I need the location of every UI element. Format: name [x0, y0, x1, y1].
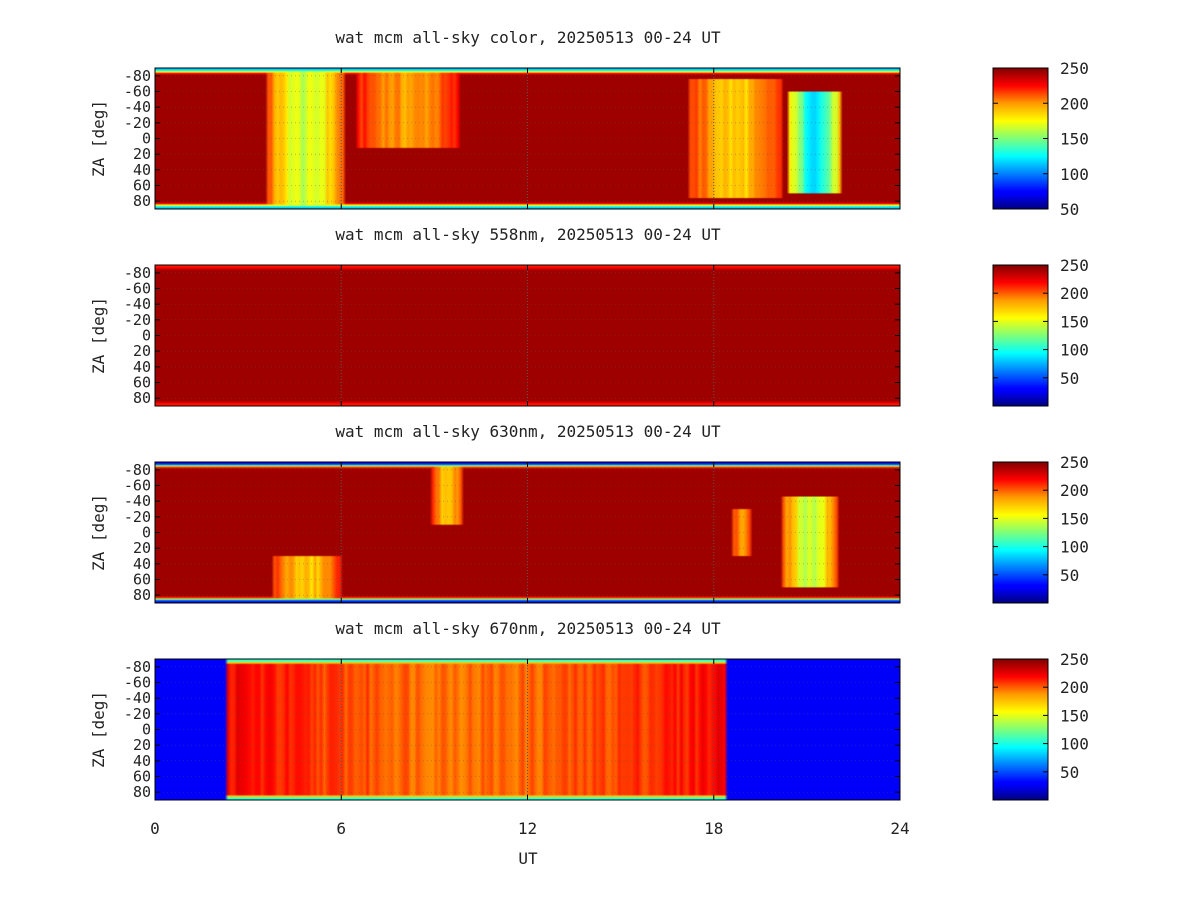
panel-title: wat mcm all-sky 630nm, 20250513 00-24 UT — [335, 422, 721, 441]
y-axis-label: ZA [deg] — [89, 691, 108, 768]
y-tick-label: 0 — [142, 721, 151, 739]
x-tick-label: 6 — [336, 819, 346, 838]
panel-title: wat mcm all-sky 558nm, 20250513 00-24 UT — [335, 225, 721, 244]
y-tick-label: 40 — [133, 555, 151, 573]
y-tick-label: -40 — [124, 295, 151, 313]
colorbar-tick-label: 50 — [1060, 566, 1079, 585]
y-tick-label: -60 — [124, 280, 151, 298]
colorbar — [992, 67, 1049, 210]
y-tick-label: 20 — [133, 145, 151, 163]
y-tick-label: -20 — [124, 311, 151, 329]
x-tick-label: 24 — [890, 819, 909, 838]
y-tick-label: -20 — [124, 508, 151, 526]
panel-title: wat mcm all-sky color, 20250513 00-24 UT — [335, 28, 721, 47]
y-tick-label: 0 — [142, 327, 151, 345]
y-tick-label: 40 — [133, 161, 151, 179]
colorbar-tick-label: 250 — [1060, 59, 1089, 78]
colorbar-tick-label: 200 — [1060, 94, 1089, 113]
y-tick-label: 20 — [133, 539, 151, 557]
colorbar — [992, 658, 1049, 801]
y-axis-label: ZA [deg] — [89, 494, 108, 571]
colorbar-tick-label: 100 — [1060, 165, 1089, 184]
colorbar-tick-label: 200 — [1060, 481, 1089, 500]
panel-1: wat mcm all-sky color, 20250513 00-24 UT… — [89, 28, 1089, 219]
colorbar-tick-label: 200 — [1060, 284, 1089, 303]
panel-4: wat mcm all-sky 670nm, 20250513 00-24 UT… — [89, 619, 1089, 801]
colorbar-tick-label: 100 — [1060, 735, 1089, 754]
y-tick-label: -80 — [124, 461, 151, 479]
colorbar-tick-label: 50 — [1060, 369, 1079, 388]
colorbar — [992, 461, 1049, 604]
y-tick-label: 80 — [133, 192, 151, 210]
y-tick-label: -60 — [124, 477, 151, 495]
y-tick-label: 80 — [133, 586, 151, 604]
y-tick-label: 80 — [133, 389, 151, 407]
panel-title: wat mcm all-sky 670nm, 20250513 00-24 UT — [335, 619, 721, 638]
y-tick-label: 80 — [133, 783, 151, 801]
y-tick-label: -40 — [124, 689, 151, 707]
y-tick-label: 0 — [142, 130, 151, 148]
y-tick-label: -80 — [124, 658, 151, 676]
x-tick-label: 0 — [150, 819, 160, 838]
colorbar-tick-label: 250 — [1060, 453, 1089, 472]
y-tick-label: -60 — [124, 83, 151, 101]
y-tick-label: -80 — [124, 264, 151, 282]
y-tick-label: 20 — [133, 342, 151, 360]
colorbar-tick-label: 150 — [1060, 706, 1089, 725]
colorbar — [992, 264, 1049, 407]
x-tick-labels: 0 6 12 18 24 — [150, 819, 909, 838]
colorbar-tick-label: 100 — [1060, 538, 1089, 557]
y-tick-label: -80 — [124, 67, 151, 85]
y-tick-label: 0 — [142, 524, 151, 542]
colorbar-tick-label: 150 — [1060, 312, 1089, 331]
y-tick-label: 60 — [133, 768, 151, 786]
colorbar-tick-label: 100 — [1060, 341, 1089, 360]
y-tick-label: -20 — [124, 705, 151, 723]
y-tick-label: -40 — [124, 98, 151, 116]
panel-2: wat mcm all-sky 558nm, 20250513 00-24 UT… — [89, 225, 1089, 407]
colorbar-tick-label: 150 — [1060, 130, 1089, 149]
colorbar-tick-label: 150 — [1060, 509, 1089, 528]
y-tick-label: 60 — [133, 177, 151, 195]
x-tick-label: 12 — [518, 819, 537, 838]
y-tick-label: -20 — [124, 114, 151, 132]
y-axis-label: ZA [deg] — [89, 100, 108, 177]
y-tick-label: 60 — [133, 374, 151, 392]
colorbar-tick-label: 200 — [1060, 678, 1089, 697]
colorbar-tick-label: 250 — [1060, 650, 1089, 669]
colorbar-tick-label: 50 — [1060, 763, 1079, 782]
x-tick-label: 18 — [704, 819, 723, 838]
colorbar-tick-label: 250 — [1060, 256, 1089, 275]
y-tick-label: 40 — [133, 752, 151, 770]
y-tick-label: 60 — [133, 571, 151, 589]
y-tick-label: -60 — [124, 674, 151, 692]
y-tick-label: -40 — [124, 492, 151, 510]
y-tick-label: 40 — [133, 358, 151, 376]
panel-3: wat mcm all-sky 630nm, 20250513 00-24 UT… — [89, 422, 1089, 604]
y-axis-label: ZA [deg] — [89, 297, 108, 374]
y-tick-label: 20 — [133, 736, 151, 754]
x-axis-label: UT — [518, 849, 538, 868]
colorbar-tick-label: 50 — [1060, 200, 1079, 219]
